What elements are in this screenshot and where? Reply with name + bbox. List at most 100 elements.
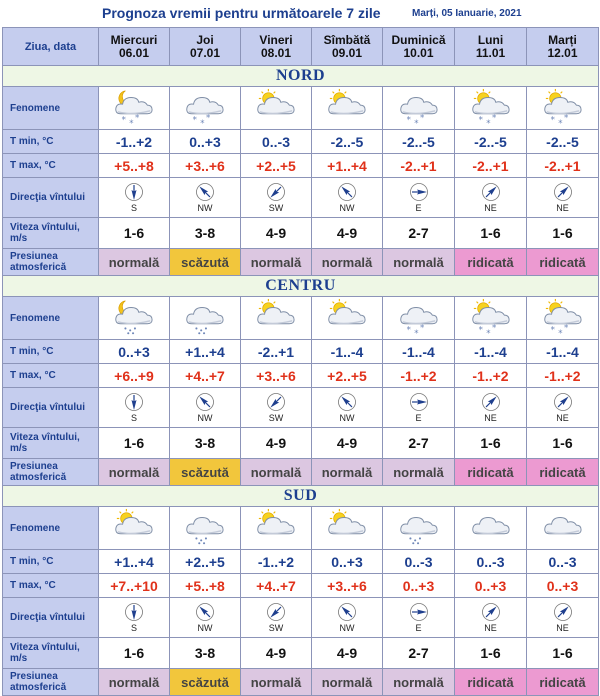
weather-cell [454,506,527,550]
cloud-icon [471,517,510,535]
wind-direction-cell: NW [169,177,241,218]
wind-direction: NW [170,392,240,423]
tmin-value: +1..+4 [98,549,170,574]
wind-direction-text: SW [268,413,284,423]
compass-arrow-icon [267,603,285,621]
wind-speed-value: 3-8 [169,427,241,459]
wind-direction: S [99,182,169,213]
cloud-snow-icon: * ** [399,97,438,128]
day-date: 10.01 [403,45,434,60]
fenomene-label: Fenomene [2,86,99,130]
viteza-label: Viteza vîntului, m/s [2,217,99,249]
wind-speed-value: 2-7 [382,217,455,249]
svg-text:*: * [406,115,411,125]
cloud-shape [115,97,153,115]
wind-direction-cell: NW [311,177,383,218]
forecast-date: Marți, 05 Ianuarie, 2021 [412,8,522,19]
viteza-label: Viteza vîntului, m/s [2,637,99,669]
wind-speed-value: 1-6 [526,427,599,459]
pressure-value: normală [382,458,455,486]
cloud-shape [543,517,582,535]
cloud-shape [257,517,295,535]
presiunea-label: Presiunea atmosferică [2,248,99,276]
weather-cell [240,296,312,340]
wind-speed-value: 1-6 [98,427,170,459]
cloud-shape [328,517,366,535]
wind-direction: SW [241,182,311,213]
cloud-shape [257,97,295,115]
tmin-value: -1..-4 [454,339,527,364]
wind-direction-text: NW [197,413,213,423]
directia-label: Direcţia vîntului [2,177,99,218]
pressure-value: scăzută [169,458,241,486]
wind-direction-cell: NE [526,597,599,638]
region-row-nord: NORD [2,65,599,87]
wind-speed-value: 1-6 [454,217,527,249]
svg-text:*: * [206,113,211,123]
pressure-value: ridicată [454,458,527,486]
presiunea-label: Presiunea atmosferică [2,668,99,696]
svg-text:*: * [558,119,563,128]
pressure-value: ridicată [526,458,599,486]
compass-arrow-icon [125,603,143,621]
wind-direction: SW [241,602,311,633]
wind-direction-text: SW [268,623,284,633]
day-header: Vineri 08.01 [240,27,312,66]
tmin-value: 0..-3 [526,549,599,574]
header-label: Ziua, data [2,27,99,66]
cloud-shape [186,307,224,325]
compass-arrow-icon [125,393,143,411]
weather-cell [98,506,170,550]
wind-direction-text: NW [197,623,213,633]
wind-direction: NW [312,182,382,213]
snow-shape: * ** [478,113,496,128]
wind-speed-value: 4-9 [240,217,312,249]
wind-direction-cell: NE [526,387,599,428]
wind-direction-cell: NE [454,597,527,638]
day-name: Miercuri [110,32,158,47]
weather-cell: * * * [169,86,241,130]
svg-text:*: * [129,119,134,128]
cloud-rain-icon [186,307,224,335]
tmin-value: -2..-5 [382,129,455,154]
wind-direction-cell: NE [454,177,527,218]
pressure-value: normală [240,458,312,486]
fenomene-row: Fenomene * * * * * * * * * * * * * * * [2,86,599,130]
compass-arrow-icon [409,603,428,621]
wind-direction-text: NW [339,203,355,213]
tmax-value: -1..+2 [526,363,599,388]
compass-arrow-icon [267,183,285,201]
directia-label: Direcţia vîntului [2,597,99,638]
cloud-shape [471,97,510,115]
tmin-value: 0..+3 [169,129,241,154]
compass-arrow-icon [553,393,572,411]
wind-direction-cell: NE [454,387,527,428]
wind-direction-text: S [130,203,137,213]
wind-speed-value: 1-6 [98,217,170,249]
wind-direction-text: NW [339,413,355,423]
tmin-value: +2..+5 [169,549,241,574]
region-row-sud: SUD [2,485,599,507]
wind-direction-text: NW [197,203,213,213]
wind-direction-text: E [415,203,422,213]
sun-cloud-snow-icon: * ** [471,298,510,338]
day-date: 12.01 [547,45,578,60]
wind-direction-cell: NW [169,387,241,428]
wind-direction-cell: NE [526,177,599,218]
wind-speed-value: 4-9 [311,217,383,249]
tmin-value: -1..-4 [526,339,599,364]
pressure-value: normală [98,668,170,696]
tmax-value: -1..+2 [454,363,527,388]
sun-cloud-snow-icon: * ** [543,88,582,128]
compass-arrow-icon [196,183,214,201]
viteza-row: Viteza vîntului, m/s 1-6 3-8 4-9 4-9 2-7 1-6 1-… [2,217,599,249]
wind-direction-text: NE [484,413,497,423]
tmax-value: +5..+8 [98,153,170,178]
day-header: Duminică 10.01 [382,27,455,66]
tmax-value: +2..+5 [240,153,312,178]
weather-cell: * * * [526,296,599,340]
svg-text:*: * [200,119,205,128]
wind-direction: NW [170,602,240,633]
svg-text:*: * [558,329,563,338]
wind-direction: S [99,602,169,633]
